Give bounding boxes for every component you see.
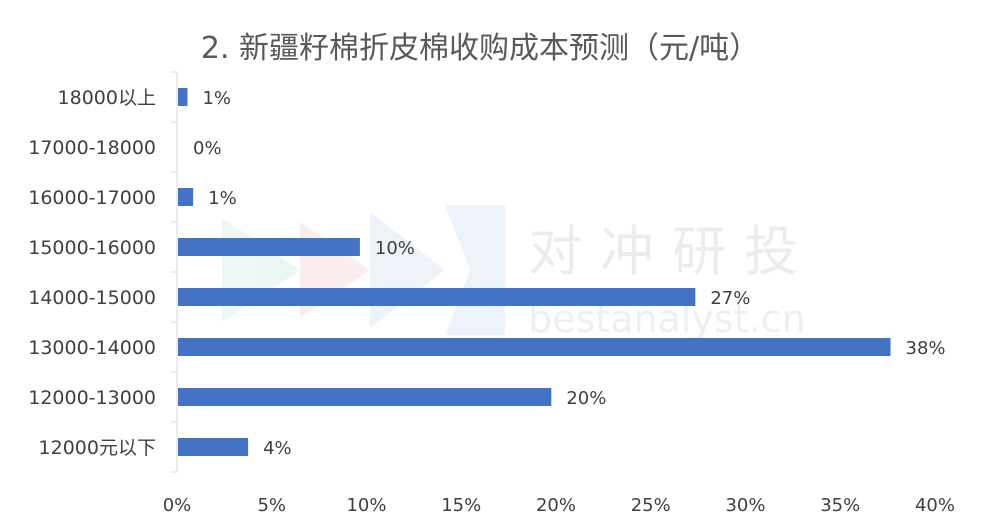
- data-label: 1%: [202, 88, 231, 109]
- x-tick-label: 40%: [915, 495, 955, 516]
- bar: [178, 388, 552, 406]
- category-label: 17000-18000: [28, 137, 156, 159]
- bar: [178, 88, 188, 106]
- x-tick-label: 0%: [163, 495, 192, 516]
- category-label: 14000-15000: [28, 287, 156, 309]
- data-labels: 1% 0% 1% 10% 27% 38% 20% 4%: [193, 88, 946, 459]
- category-label: 15000-16000: [28, 237, 156, 259]
- bar: [178, 238, 360, 256]
- chart-title: 2. 新疆籽棉折皮棉收购成本预测（元/吨）: [201, 31, 759, 66]
- data-label: 27%: [710, 288, 750, 309]
- category-label: 13000-14000: [28, 337, 156, 359]
- watermark-logo: [222, 205, 505, 335]
- category-label: 18000以上: [58, 87, 156, 109]
- bars: [178, 88, 891, 456]
- category-label: 12000-13000: [28, 387, 156, 409]
- data-label: 10%: [375, 238, 415, 259]
- x-tick-label: 20%: [536, 495, 576, 516]
- x-tick-label: 30%: [725, 495, 765, 516]
- category-labels: 18000以上 17000-18000 16000-17000 15000-16000…: [28, 87, 156, 459]
- watermark-text: 对冲研投: [528, 220, 816, 283]
- data-label: 38%: [906, 338, 946, 359]
- category-label: 12000元以下: [39, 437, 156, 459]
- bar: [178, 438, 249, 456]
- x-axis-tick-labels: 0% 5% 10% 15% 20% 25% 30% 35% 40%: [163, 495, 955, 516]
- bar: [178, 188, 194, 206]
- category-label: 16000-17000: [28, 187, 156, 209]
- bar: [178, 288, 696, 306]
- x-tick-label: 25%: [631, 495, 671, 516]
- x-tick-label: 5%: [257, 495, 286, 516]
- watermark: 对冲研投 bestanalyst.cn: [222, 205, 816, 341]
- data-label: 0%: [193, 138, 222, 159]
- bar: [178, 338, 891, 356]
- data-label: 4%: [263, 438, 292, 459]
- x-tick-label: 10%: [346, 495, 386, 516]
- data-label: 20%: [566, 388, 606, 409]
- data-label: 1%: [208, 188, 237, 209]
- x-tick-label: 15%: [441, 495, 481, 516]
- y-axis-ticks: [171, 71, 177, 473]
- x-tick-label: 35%: [820, 495, 860, 516]
